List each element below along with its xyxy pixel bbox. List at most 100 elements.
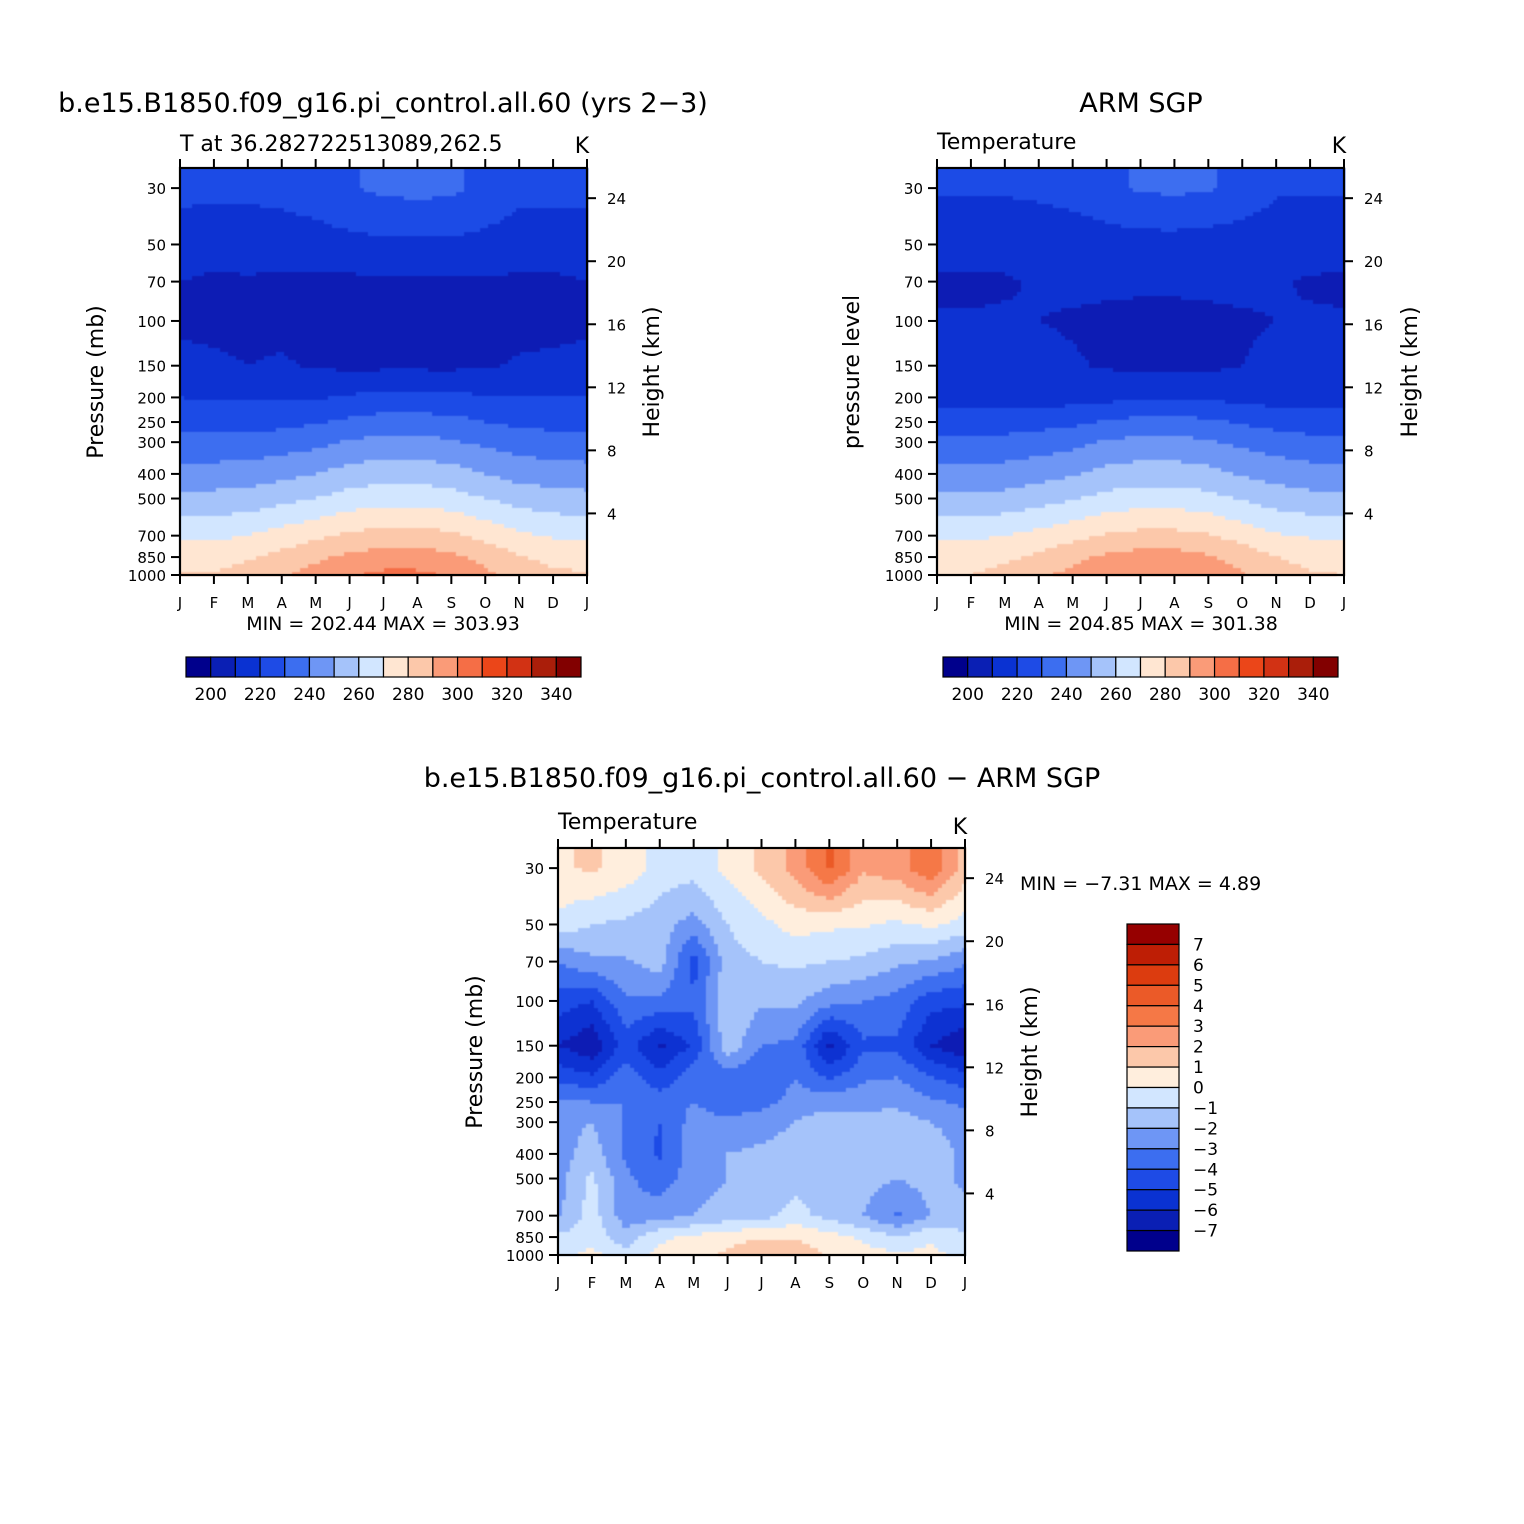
contour-cell bbox=[212, 304, 217, 309]
contour-cell bbox=[568, 172, 573, 177]
contour-cell bbox=[388, 204, 393, 209]
contour-cell bbox=[468, 200, 473, 205]
contour-cell bbox=[496, 240, 501, 245]
contour-cell bbox=[196, 240, 201, 245]
contour-cell bbox=[552, 176, 557, 181]
contour-cell bbox=[472, 264, 477, 269]
contour-cell bbox=[288, 244, 293, 249]
contour-cell bbox=[448, 324, 453, 329]
contour-cell bbox=[560, 176, 565, 181]
contour-cell bbox=[368, 192, 373, 197]
contour-cell bbox=[504, 204, 509, 209]
contour-cell bbox=[188, 296, 193, 301]
contour-cell bbox=[536, 312, 541, 317]
contour-cell bbox=[196, 180, 201, 185]
contour-cell bbox=[192, 240, 197, 245]
contour-cell bbox=[488, 200, 493, 205]
contour-cell bbox=[568, 284, 573, 289]
contour-cell bbox=[428, 272, 433, 277]
contour-cell bbox=[480, 216, 485, 221]
contour-cell bbox=[268, 256, 273, 261]
contour-cell bbox=[456, 200, 461, 205]
contour-cell bbox=[496, 304, 501, 309]
contour-cell bbox=[276, 312, 281, 317]
contour-cell bbox=[384, 196, 389, 201]
contour-cell bbox=[388, 252, 393, 257]
contour-cell bbox=[304, 292, 309, 297]
contour-cell bbox=[292, 208, 297, 213]
contour-cell bbox=[360, 180, 365, 185]
contour-cell bbox=[492, 256, 497, 261]
contour-cell bbox=[188, 252, 193, 257]
contour-cell bbox=[396, 188, 401, 193]
contour-cell bbox=[204, 296, 209, 301]
contour-cell bbox=[276, 324, 281, 329]
contour-cell bbox=[520, 264, 525, 269]
contour-cell bbox=[204, 240, 209, 245]
contour-cell bbox=[212, 180, 217, 185]
contour-cell bbox=[200, 260, 205, 265]
contour-cell bbox=[280, 276, 285, 281]
contour-cell bbox=[428, 192, 433, 197]
contour-cell bbox=[368, 196, 373, 201]
contour-cell bbox=[536, 324, 541, 329]
contour-cell bbox=[288, 208, 293, 213]
contour-cell bbox=[484, 192, 489, 197]
contour-cell bbox=[400, 188, 405, 193]
contour-cell bbox=[216, 200, 221, 205]
contour-cell bbox=[204, 232, 209, 237]
contour-cell bbox=[352, 256, 357, 261]
contour-cell bbox=[284, 216, 289, 221]
contour-cell bbox=[432, 248, 437, 253]
contour-cell bbox=[184, 192, 189, 197]
contour-cell bbox=[408, 292, 413, 297]
contour-cell bbox=[428, 212, 433, 217]
contour-cell bbox=[304, 224, 309, 229]
contour-cell bbox=[492, 200, 497, 205]
contour-cell bbox=[516, 300, 521, 305]
contour-cell bbox=[452, 188, 457, 193]
contour-cell bbox=[540, 188, 545, 193]
contour-cell bbox=[436, 272, 441, 277]
contour-cell bbox=[560, 248, 565, 253]
contour-cell bbox=[224, 176, 229, 181]
contour-cell bbox=[324, 300, 329, 305]
contour-cell bbox=[368, 308, 373, 313]
contour-cell bbox=[404, 192, 409, 197]
contour-cell bbox=[208, 236, 213, 241]
contour-cell bbox=[508, 200, 513, 205]
contour-cell bbox=[216, 276, 221, 281]
contour-cell bbox=[200, 320, 205, 325]
contour-cell bbox=[192, 268, 197, 273]
contour-cell bbox=[192, 184, 197, 189]
contour-cell bbox=[528, 264, 533, 269]
contour-cell bbox=[512, 208, 517, 213]
contour-cell bbox=[376, 248, 381, 253]
contour-cell bbox=[316, 320, 321, 325]
contour-cell bbox=[320, 228, 325, 233]
contour-cell bbox=[572, 216, 577, 221]
contour-cell bbox=[308, 216, 313, 221]
contour-cell bbox=[316, 192, 321, 197]
contour-cell bbox=[480, 284, 485, 289]
contour-cell bbox=[364, 296, 369, 301]
contour-cell bbox=[420, 224, 425, 229]
contour-cell bbox=[228, 228, 233, 233]
contour-cell bbox=[492, 204, 497, 209]
contour-cell bbox=[476, 184, 481, 189]
contour-cell bbox=[348, 292, 353, 297]
contour-cell bbox=[388, 180, 393, 185]
contour-cell bbox=[344, 200, 349, 205]
contour-cell bbox=[464, 284, 469, 289]
contour-cell bbox=[256, 188, 261, 193]
contour-cell bbox=[372, 288, 377, 293]
model-contour-plot: J F M A M J J A S O N D J305070100150200250300400500… bbox=[128, 159, 626, 612]
contour-cell bbox=[496, 324, 501, 329]
contour-cell bbox=[380, 236, 385, 241]
contour-cell bbox=[228, 180, 233, 185]
contour-cell bbox=[572, 212, 577, 217]
contour-cell bbox=[220, 196, 225, 201]
contour-cell bbox=[536, 264, 541, 269]
contour-cell bbox=[408, 324, 413, 329]
contour-cell bbox=[384, 200, 389, 205]
